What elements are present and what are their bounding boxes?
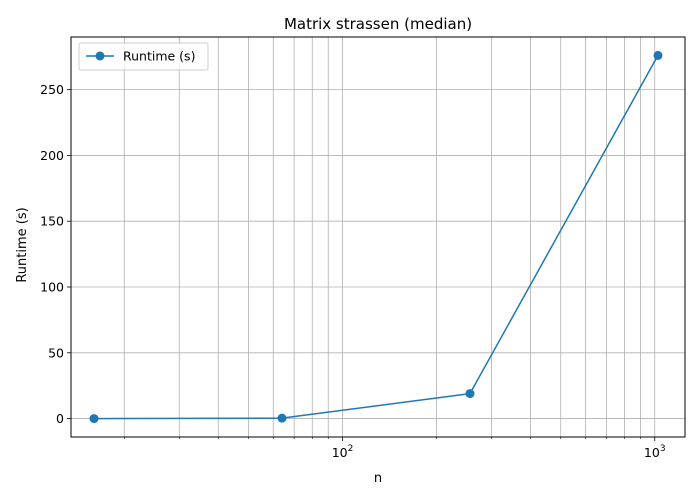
y-tick-label: 250 — [40, 82, 64, 97]
legend-box — [78, 42, 209, 71]
x-axis-title: n — [374, 471, 382, 486]
legend: Runtime (s) — [78, 42, 209, 71]
y-tick-label: 50 — [48, 345, 64, 360]
y-tick-label: 150 — [40, 214, 64, 229]
x-tick-label: 103 — [644, 444, 666, 460]
y-axis-title: Runtime (s) — [15, 207, 30, 282]
y-tick-label: 100 — [40, 280, 64, 295]
chart-title: Matrix strassen (median) — [284, 15, 472, 33]
grid — [71, 37, 685, 437]
y-tick-label: 200 — [40, 148, 64, 163]
data-point — [89, 414, 99, 424]
data-point — [653, 50, 663, 60]
series-line — [94, 55, 659, 420]
data-point — [465, 389, 475, 399]
y-axis: 0 50 100 150 200 250 — [40, 82, 71, 426]
legend-label: Runtime (s) — [123, 49, 195, 64]
x-tick-label: 102 — [332, 444, 354, 460]
x-axis: 102 103 — [123, 437, 666, 460]
data-point — [277, 413, 287, 423]
series-layer — [89, 50, 663, 424]
plot-frame — [70, 36, 686, 438]
y-tick-label: 0 — [56, 411, 64, 426]
legend-marker-sample — [95, 51, 105, 61]
